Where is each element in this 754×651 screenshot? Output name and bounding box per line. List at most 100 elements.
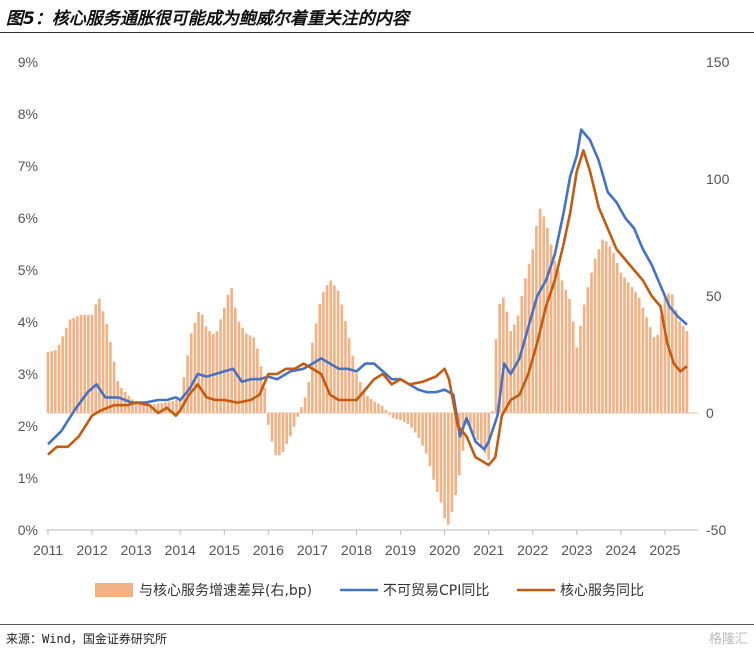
bar-mark [105,323,109,413]
right-tick-label: 0 [706,405,714,421]
bar-mark [535,225,538,413]
bar-mark [252,337,255,413]
x-tick-label: 2025 [649,542,680,558]
bar-mark [428,413,432,467]
bar-mark [167,401,171,413]
bar-mark [142,405,145,413]
x-tick-label: 2024 [605,542,636,558]
bar-mark [630,287,634,413]
bar-mark [590,272,593,413]
bar-mark [674,310,678,413]
bar-mark [307,381,311,413]
bar-mark [208,331,211,413]
bar-mark [219,319,222,413]
bar-mark [549,244,553,413]
bar-mark [79,314,83,413]
bar-mark [322,291,325,413]
left-tick-label: 9% [18,54,38,70]
bar-mark [487,413,490,460]
bar-mark [568,298,571,413]
bar-mark [659,315,663,413]
bar-mark [333,285,336,413]
bar-mark [432,413,435,480]
bar-mark [524,278,527,413]
bar-mark [648,327,652,413]
bar-mark [54,350,57,413]
x-tick-label: 2012 [77,542,108,558]
bar-mark [685,331,689,413]
right-tick-label: 100 [706,171,730,187]
bar-mark [476,413,479,441]
bar-mark [241,327,244,413]
bar-mark [413,413,417,433]
left-tick-label: 6% [18,210,38,226]
bar-mark [369,398,373,413]
bar-mark [637,297,641,413]
bar-mark [667,293,670,413]
bar-mark [557,270,560,413]
bar-mark [645,317,648,413]
bar-mark [171,400,175,413]
right-tick-label: 50 [706,288,722,304]
bar-mark [178,398,182,413]
bar-mark [233,307,237,413]
line-nontradable-cpi [47,128,688,451]
bar-mark [94,304,98,413]
bar-mark [505,311,509,413]
bar-mark [278,413,281,456]
bar-mark [285,413,289,445]
bar-mark [395,413,399,420]
bar-mark [678,321,681,413]
bar-mark [123,391,127,413]
left-tick-label: 1% [18,470,38,486]
legend-label-bar: 与核心服务增速差异(右,bp) [139,583,312,599]
left-tick-label: 7% [18,158,38,174]
bar-mark [663,296,667,413]
x-tick-label: 2017 [297,542,328,558]
bar-mark [204,326,208,413]
bar-mark [336,290,340,413]
bar-mark [186,355,189,413]
bar-mark [424,413,428,454]
right-tick-label: 150 [706,54,730,70]
bar-mark [248,335,252,413]
bar-mark [402,413,406,422]
bar-mark [516,315,520,413]
bar-mark [575,347,579,413]
right-tick-label: -50 [706,522,726,538]
bar-mark [65,327,68,413]
bar-mark [377,403,380,413]
bar-mark [112,361,116,413]
left-tick-label: 8% [18,106,38,122]
bar-mark [546,227,549,413]
bar-mark [226,294,230,413]
bar-mark [373,401,377,413]
bar-mark [491,411,494,413]
bar-mark [450,413,454,512]
bar-mark [61,336,65,413]
left-tick-label: 2% [18,418,38,434]
legend-swatch-bar [95,583,133,597]
bar-mark [109,342,112,413]
source-divider [0,624,754,625]
bar-mark [256,348,259,413]
bar-mark [626,282,630,413]
x-tick-label: 2016 [253,542,284,558]
bar-mark [329,280,333,413]
bar-mark [388,413,391,415]
bar-mark [498,303,502,413]
bar-mark [244,333,248,413]
bar-mark [101,311,105,413]
bar-mark [160,402,164,413]
bar-mark [263,387,266,413]
bar-mark [50,351,53,413]
bar-mark [564,289,568,413]
bar-mark [531,249,535,413]
bar-mark [156,403,160,413]
bar-mark [355,373,358,413]
bar-mark [586,287,590,413]
bar-mark [443,413,446,519]
bar-mark [380,405,384,413]
bar-mark [527,263,531,413]
bar-mark [200,314,204,413]
